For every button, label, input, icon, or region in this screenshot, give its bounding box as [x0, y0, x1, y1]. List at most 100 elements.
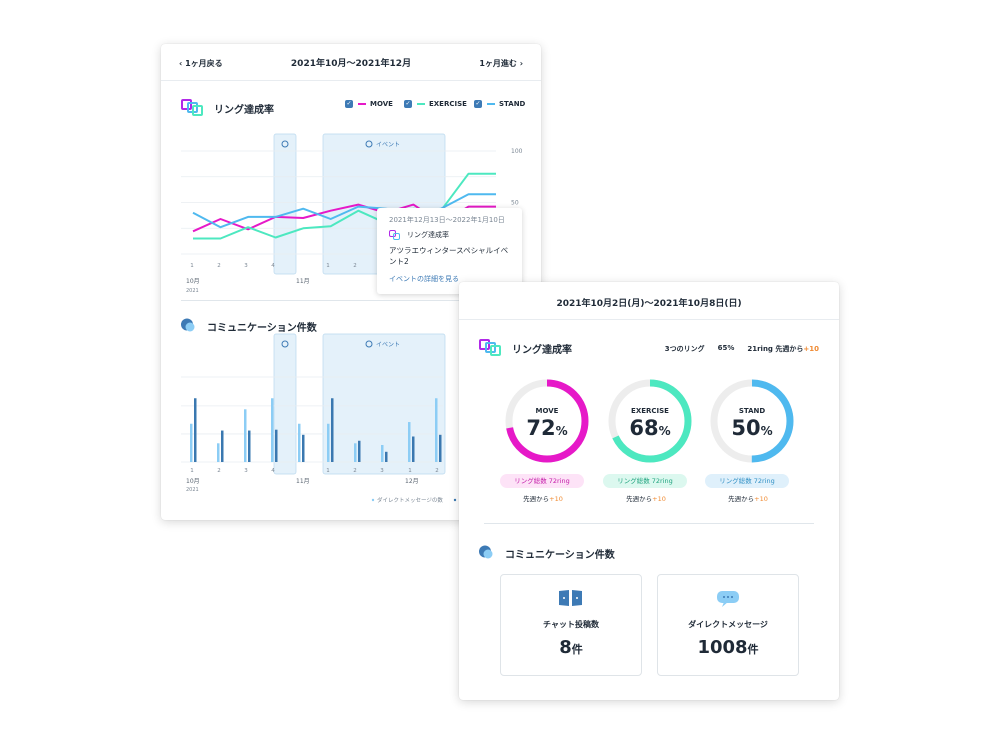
bar	[298, 423, 301, 462]
legend-swatch	[487, 103, 495, 105]
direct-messages-label: ダイレクトメッセージ	[688, 620, 768, 629]
week-period-title: 2021年10月2日(月)〜2021年10月8日(日)	[459, 282, 839, 320]
event-label: イベント	[376, 342, 400, 349]
month-label: 10月	[186, 278, 200, 285]
bar	[221, 430, 224, 462]
x-tick-label: 4	[271, 263, 275, 269]
ring-progress	[505, 379, 589, 463]
event-icon	[281, 140, 289, 148]
ring-stats: 3つのリング 65% 21ring 先週から+10	[665, 344, 819, 354]
x-tick-label: 1	[408, 468, 412, 474]
x-tick-label: 2	[435, 468, 439, 474]
ring-value-unit: %	[658, 424, 671, 438]
event-band	[322, 333, 446, 475]
bar	[412, 436, 415, 462]
chat-posts-number: 8	[559, 637, 572, 658]
ring-diff-label: 先週から	[728, 495, 755, 503]
ring-value-number: 50	[731, 416, 761, 440]
event-label: イベント	[376, 142, 400, 149]
tooltip-date: 2021年12月13日〜2022年1月10日	[389, 216, 505, 224]
rings-label: 3つのリング	[664, 345, 705, 353]
ring-section-title: リング達成率	[214, 105, 274, 116]
diff-label: 先週から	[775, 345, 804, 353]
bar	[190, 423, 193, 462]
progress-ring	[608, 379, 692, 463]
ring-value-number: 72	[526, 416, 556, 440]
event-band	[273, 333, 297, 475]
ring-total-badge: リング総数 72ring	[603, 474, 687, 488]
bar	[385, 451, 388, 462]
bar	[331, 398, 334, 462]
y-tick-label: 50	[511, 200, 519, 207]
x-tick-label: 2	[353, 468, 357, 474]
chat-bubble-icon	[181, 318, 195, 332]
tooltip-type: リング達成率	[407, 231, 449, 239]
ring-section-title: リング達成率	[512, 345, 572, 356]
legend-label: EXERCISE	[429, 100, 467, 108]
bar	[327, 423, 330, 462]
rings-count: 21ring	[747, 345, 773, 353]
bar	[244, 409, 247, 462]
x-tick-label: 4	[271, 468, 275, 474]
ring-rate-icon	[389, 230, 403, 240]
y-tick-label: 100	[511, 148, 523, 155]
legend-label: STAND	[499, 100, 526, 108]
legend-exercise[interactable]: ✓ EXERCISE	[404, 100, 467, 108]
ring-value-unit: %	[555, 424, 568, 438]
ring-value: 68%	[607, 416, 693, 440]
legend-swatch	[417, 103, 425, 105]
next-month-button[interactable]: 1ヶ月進む ›	[479, 59, 523, 68]
legend-dot	[371, 498, 375, 502]
ring-value: 50%	[709, 416, 795, 440]
ring-label: EXERCISE	[631, 407, 669, 415]
ring-value: 72%	[504, 416, 590, 440]
year-label: 2021	[186, 288, 199, 294]
ring-value-number: 68	[629, 416, 659, 440]
tooltip-event-name: アツラエウィンタースペシャルイベント2	[389, 246, 509, 266]
month-label: 11月	[296, 478, 310, 485]
x-tick-label: 1	[190, 468, 194, 474]
legend-move[interactable]: ✓ MOVE	[345, 100, 393, 108]
legend-swatch	[358, 103, 366, 105]
bar	[439, 434, 442, 462]
prev-month-button[interactable]: ‹ 1ヶ月戻る	[179, 59, 223, 68]
ring-diff-value: +10	[652, 495, 666, 503]
chat-posts-icon	[559, 590, 582, 606]
ring-total-badge: リング総数 72ring	[500, 474, 584, 488]
bar	[194, 398, 197, 462]
bar	[275, 429, 278, 462]
divider	[181, 300, 521, 301]
ring-rate-icon	[181, 99, 205, 117]
chat-posts-card: チャット投稿数 8件	[500, 574, 642, 676]
bar	[217, 443, 220, 462]
ring-progress	[608, 379, 692, 463]
ring-value-unit: %	[760, 424, 773, 438]
series-line-stand	[192, 193, 496, 229]
ring-diff: 先週から+10	[504, 493, 582, 503]
x-tick-label: 1	[326, 468, 330, 474]
x-tick-label: 2	[353, 263, 357, 269]
progress-ring	[710, 379, 794, 463]
x-tick-label: 3	[244, 263, 248, 269]
direct-messages-unit: 件	[747, 643, 759, 656]
ring-diff-value: +10	[754, 495, 768, 503]
legend-label: MOVE	[370, 100, 393, 108]
legend-stand[interactable]: ✓ STAND	[474, 100, 525, 108]
message-bubble-icon	[717, 591, 739, 607]
x-tick-label: 3	[380, 468, 384, 474]
bar	[435, 398, 438, 462]
comm-section-title: コミュニケーション件数	[207, 323, 317, 334]
event-icon	[281, 340, 289, 348]
month-label: 12月	[405, 478, 419, 485]
chat-posts-unit: 件	[571, 643, 583, 656]
chat-posts-value: 8件	[501, 637, 641, 658]
month-navigation: ‹ 1ヶ月戻る 2021年10月〜2021年12月 1ヶ月進む ›	[161, 44, 541, 81]
direct-messages-card: ダイレクトメッセージ 1008件	[657, 574, 799, 676]
ring-diff-label: 先週から	[626, 495, 653, 503]
ring-label: STAND	[738, 407, 766, 415]
event-tooltip: 2021年12月13日〜2022年1月10日 リング達成率 アツラエウィンタース…	[377, 208, 522, 294]
bar	[302, 434, 305, 462]
event-detail-link[interactable]: イベントの詳細を見る	[389, 275, 459, 283]
chat-posts-label: チャット投稿数	[543, 620, 599, 629]
check-icon: ✓	[404, 100, 412, 108]
